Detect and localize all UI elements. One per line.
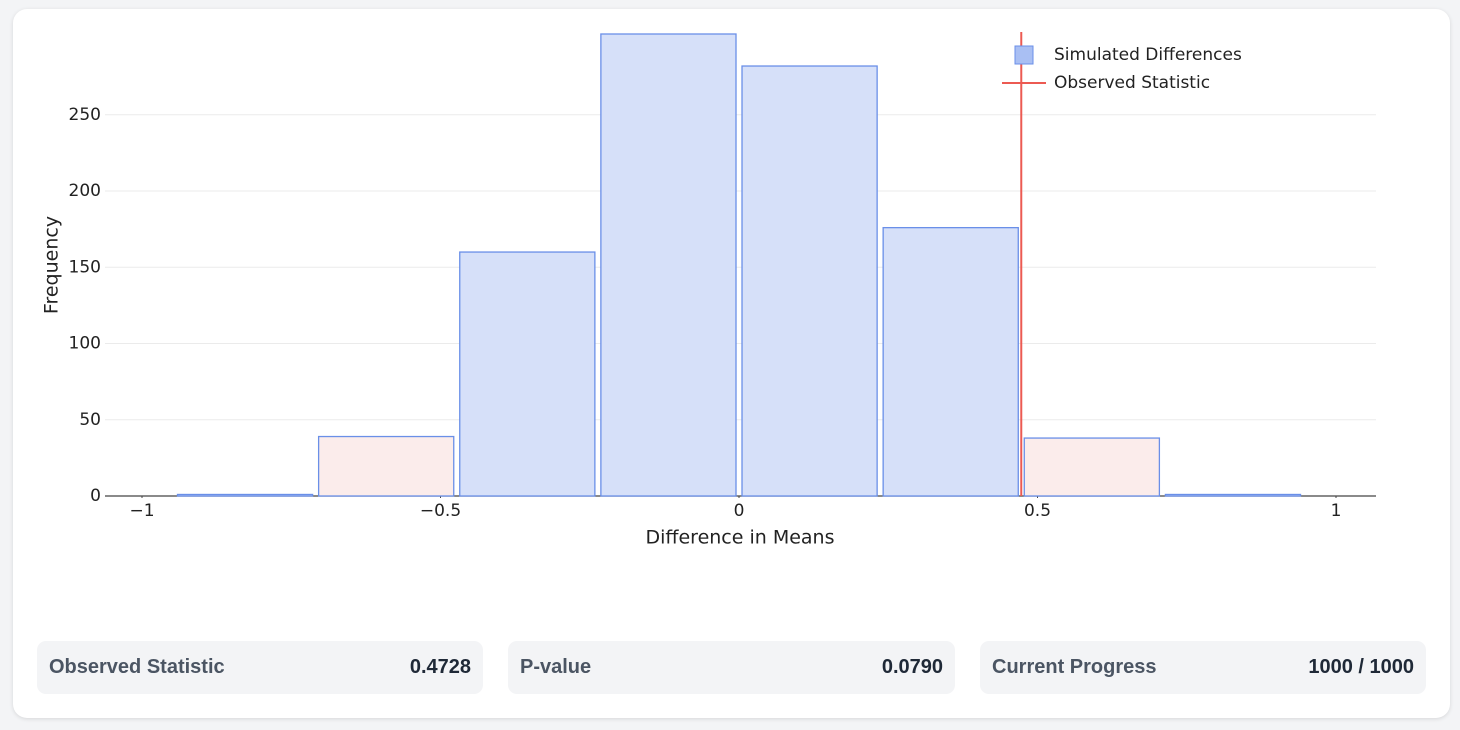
x-axis-title: Difference in Means xyxy=(645,527,834,549)
histogram-bar xyxy=(1023,437,1161,497)
stat-label: P-value xyxy=(520,656,592,678)
stat-card: Current Progress 1000 / 1000 xyxy=(980,641,1426,694)
legend-label: Simulated Differences xyxy=(1054,45,1242,65)
stat-label: Current Progress xyxy=(992,656,1157,678)
stat-card: Observed Statistic 0.4728 xyxy=(37,641,483,694)
chart: Difference in Means Frequency 0 50 100 150 2… xyxy=(41,32,1376,549)
stat-value: 0.0790 xyxy=(881,656,943,678)
legend-swatch xyxy=(1014,45,1034,65)
x-tick-label: 0 xyxy=(734,501,745,521)
y-tick-label: 50 xyxy=(79,410,101,430)
histogram-bar xyxy=(176,493,314,497)
histogram-bar xyxy=(882,226,1019,497)
histogram-bar xyxy=(600,33,737,497)
stat-card: P-value 0.0790 xyxy=(508,641,955,694)
histogram-bar xyxy=(741,65,878,497)
stat-value: 0.4728 xyxy=(409,656,471,678)
histogram-bar xyxy=(1164,493,1302,497)
x-tick-label: 0.5 xyxy=(1024,501,1051,521)
histogram-bar xyxy=(459,251,596,497)
y-tick-label: 100 xyxy=(69,334,101,354)
x-tick-label: −1 xyxy=(129,501,154,521)
legend-label: Observed Statistic xyxy=(1054,73,1210,93)
histogram-bar xyxy=(317,435,455,497)
y-tick-label: 200 xyxy=(69,181,101,201)
y-tick-label: 150 xyxy=(69,257,101,277)
stat-value: 1000 / 1000 xyxy=(1308,656,1414,678)
stat-label: Observed Statistic xyxy=(49,656,225,678)
x-tick-label: −0.5 xyxy=(420,501,461,521)
y-tick-label: 0 xyxy=(90,486,101,506)
x-tick-label: 1 xyxy=(1331,501,1342,521)
y-axis-title: Frequency xyxy=(41,216,63,314)
y-tick-label: 250 xyxy=(69,105,101,125)
